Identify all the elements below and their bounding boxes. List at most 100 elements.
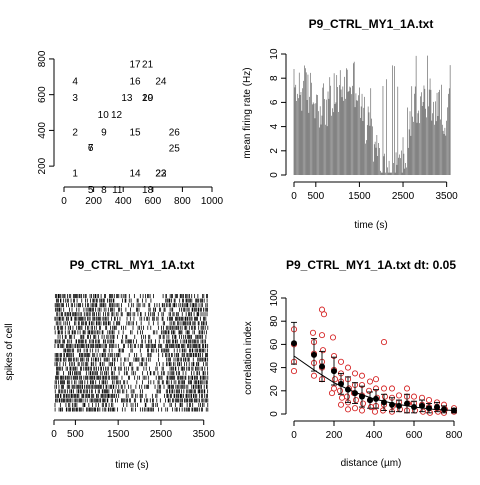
corr-pair-point <box>310 372 318 379</box>
corr-pair-point <box>395 392 403 399</box>
corr-mean-point <box>389 401 395 408</box>
corr-mean-point <box>331 368 337 375</box>
corr-mean-point <box>367 397 373 404</box>
rate-y-axis-tick-label: 2 <box>269 148 280 154</box>
cell-label: 10 <box>98 110 110 121</box>
cell-label: 25 <box>169 143 181 154</box>
cell-label: 21 <box>142 59 154 70</box>
rate-title: P9_CTRL_MY1_1A.txt <box>309 17 434 31</box>
cell-label: 2 <box>72 127 78 138</box>
corr-mean-point <box>311 351 317 358</box>
corr-x-axis-tick-label: 800 <box>446 430 463 441</box>
corr-panel: P9_CTRL_MY1_1A.txt dt: 0.05 0 200 400 600 80… <box>243 258 463 469</box>
corr-pair-point <box>380 339 388 346</box>
rate-bars <box>293 55 451 175</box>
layout-axes: 0 200 400 600 800 1000 200 400 600 800 <box>37 50 224 207</box>
cell-label: 16 <box>129 76 141 87</box>
corr-mean-point <box>426 405 432 412</box>
rate-y-axis-tick-label: 6 <box>269 99 280 105</box>
corr-pair-point <box>336 387 344 394</box>
cell-label: 3 <box>72 93 78 104</box>
cell-label: 7 <box>88 143 94 154</box>
raster-x-axis-tick-label: 2500 <box>150 429 173 440</box>
corr-y-axis-tick-label: 0 <box>269 411 280 417</box>
rate-y-axis-tick-label: 10 <box>269 48 280 60</box>
cell-label: 24 <box>155 76 167 87</box>
corr-pair-point <box>351 405 359 412</box>
corr-mean-point <box>434 404 440 411</box>
corr-mean-point <box>419 402 425 409</box>
corr-title: P9_CTRL_MY1_1A.txt dt: 0.05 <box>286 258 456 272</box>
cell-label: 1 <box>72 168 78 179</box>
cell-label: 22 <box>155 168 167 179</box>
corr-mean-point <box>373 395 379 402</box>
corr-pair-point <box>343 393 351 400</box>
corr-pair-point <box>388 385 396 392</box>
corr-mean-point <box>319 363 325 370</box>
corr-pair-point <box>309 329 317 336</box>
raster-x-axis-tick-label: 0 <box>51 429 57 440</box>
corr-pair-point <box>344 364 352 371</box>
corr-mean-points <box>291 321 457 414</box>
cell-label: 17 <box>129 59 141 70</box>
cell-label: 26 <box>169 127 181 138</box>
rate-xlabel: time (s) <box>354 220 387 231</box>
cell-label: 15 <box>129 127 141 138</box>
corr-pair-point <box>351 370 359 377</box>
corr-pair-point <box>338 394 346 401</box>
corr-xlabel: distance (µm) <box>341 458 402 469</box>
corr-y-axis-tick-label: 40 <box>269 362 280 374</box>
corr-pair-point <box>319 347 327 354</box>
corr-pair-point <box>331 376 339 383</box>
rate-y-axis-tick-label: 0 <box>269 172 280 178</box>
corr-ylabel: correlation index <box>243 321 254 394</box>
corr-x-axis-tick-label: 0 <box>291 430 297 441</box>
corr-pair-point <box>329 334 337 341</box>
raster-x-axis-tick-label: 3500 <box>193 429 216 440</box>
corr-mean-point <box>345 386 351 393</box>
corr-pair-point <box>352 397 360 404</box>
corr-y-axis-tick-label: 60 <box>269 338 280 350</box>
layout-x-axis-tick-label: 400 <box>115 196 132 207</box>
corr-y-axis-tick-label: 20 <box>269 385 280 397</box>
corr-pair-point <box>320 311 328 318</box>
corr-mean-point <box>352 390 358 397</box>
layout-x-axis-tick-label: 600 <box>144 196 161 207</box>
corr-pair-point <box>371 408 379 415</box>
cell-label: 11 <box>112 185 123 196</box>
corr-mean-point <box>441 406 447 413</box>
cell-label: 5 <box>88 185 94 196</box>
corr-mean-point <box>359 393 365 400</box>
corr-pair-point <box>318 332 326 339</box>
cell-label: 18 <box>142 185 154 196</box>
corr-mean-point <box>396 402 402 409</box>
layout-y-axis-tick-label: 400 <box>37 122 48 139</box>
corr-pair-point <box>358 372 366 379</box>
corr-pair-point <box>380 385 388 392</box>
corr-pair-point <box>358 407 366 414</box>
corr-pair-point <box>337 401 345 408</box>
corr-axes: 0 200 400 600 800 0 20 40 60 80 100 <box>269 289 463 441</box>
rate-ylabel: mean firing rate (Hz) <box>242 67 253 158</box>
corr-pair-point <box>337 358 345 365</box>
layout-y-axis-tick-label: 200 <box>37 157 48 174</box>
corr-mean-point <box>411 404 417 411</box>
layout-y-axis-tick-label: 800 <box>37 50 48 67</box>
layout-x-axis-tick-label: 1000 <box>201 196 224 207</box>
rate-y-axis-tick-label: 8 <box>269 75 280 81</box>
corr-pair-point <box>365 387 373 394</box>
raster-ylabel: spikes of cell <box>4 323 15 380</box>
corr-x-axis-tick-label: 400 <box>366 430 383 441</box>
raster-title: P9_CTRL_MY1_1A.txt <box>70 258 195 272</box>
corr-pair-point <box>403 385 411 392</box>
layout-panel: 1234567891011121314151617181920212223242… <box>37 50 224 207</box>
corr-pair-point <box>381 393 389 400</box>
corr-mean-point <box>381 399 387 406</box>
layout-x-axis-tick-label: 800 <box>174 196 191 207</box>
rate-x-axis-tick-label: 3500 <box>436 191 459 202</box>
corr-pair-point <box>367 403 375 411</box>
layout-y-axis-tick-label: 600 <box>37 86 48 103</box>
cell-label: 20 <box>142 93 154 104</box>
cell-label: 13 <box>121 93 133 104</box>
